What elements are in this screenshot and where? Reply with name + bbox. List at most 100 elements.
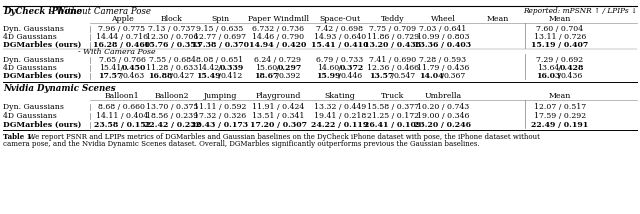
- Text: 12.30 / 0.706: 12.30 / 0.706: [146, 33, 198, 41]
- Text: /: /: [389, 72, 397, 80]
- Text: 7.65 / 0.766: 7.65 / 0.766: [99, 56, 145, 64]
- Text: 7.28 / 0.593: 7.28 / 0.593: [419, 56, 467, 64]
- Text: 0.428: 0.428: [559, 64, 584, 72]
- Text: 0.339: 0.339: [220, 64, 244, 72]
- Text: 0.463: 0.463: [122, 72, 145, 80]
- Text: /: /: [336, 64, 344, 72]
- Text: 0.372: 0.372: [340, 64, 364, 72]
- Text: /: /: [556, 64, 564, 72]
- Text: 15.41: 15.41: [99, 64, 122, 72]
- Text: 7.75 / 0.709: 7.75 / 0.709: [369, 25, 417, 33]
- Text: Dyn. Gaussians: Dyn. Gaussians: [3, 103, 64, 111]
- Text: Truck: Truck: [381, 92, 404, 100]
- Text: 8.08 / 0.651: 8.08 / 0.651: [196, 56, 244, 64]
- Text: 11.28 / 0.633: 11.28 / 0.633: [146, 64, 198, 72]
- Text: DGMarbles (ours): DGMarbles (ours): [3, 72, 81, 80]
- Text: 10.20 / 0.743: 10.20 / 0.743: [417, 103, 469, 111]
- Text: Playground: Playground: [255, 92, 301, 100]
- Text: 13.32 / 0.449: 13.32 / 0.449: [314, 103, 366, 111]
- Text: 0.367: 0.367: [444, 72, 466, 80]
- Text: 7.60 / 0.704: 7.60 / 0.704: [536, 25, 584, 33]
- Text: 13.64: 13.64: [537, 64, 559, 72]
- Text: 16.88: 16.88: [148, 72, 173, 80]
- Text: 15.60: 15.60: [255, 64, 278, 72]
- Text: 6.79 / 0.733: 6.79 / 0.733: [316, 56, 364, 64]
- Text: /: /: [556, 72, 564, 80]
- Text: Skating: Skating: [324, 92, 355, 100]
- Text: Reported: mPSNR ↑ / LPIPs ↓: Reported: mPSNR ↑ / LPIPs ↓: [523, 7, 637, 15]
- Text: 7.13 / 0.737: 7.13 / 0.737: [148, 25, 196, 33]
- Text: 14.44 / 0.716: 14.44 / 0.716: [96, 33, 148, 41]
- Text: Table 1.: Table 1.: [3, 133, 34, 141]
- Text: 19.41 / 0.218: 19.41 / 0.218: [314, 112, 366, 120]
- Text: 4D Gaussians: 4D Gaussians: [3, 64, 57, 72]
- Text: 17.32 / 0.326: 17.32 / 0.326: [194, 112, 246, 120]
- Text: Mean: Mean: [549, 15, 571, 23]
- Text: 14.94 / 0.420: 14.94 / 0.420: [250, 41, 307, 49]
- Text: Dyn. Gaussians: Dyn. Gaussians: [3, 56, 64, 64]
- Text: 15.99: 15.99: [316, 72, 340, 80]
- Text: /: /: [168, 72, 176, 80]
- Text: 11.79 / 0.436: 11.79 / 0.436: [417, 64, 469, 72]
- Text: Teddy: Teddy: [381, 15, 405, 23]
- Text: 4D Gaussians: 4D Gaussians: [3, 112, 57, 120]
- Text: 14.60: 14.60: [317, 64, 339, 72]
- Text: 15.76 / 0.353: 15.76 / 0.353: [143, 41, 200, 49]
- Text: 0.392: 0.392: [278, 72, 301, 80]
- Text: 9.15 / 0.635: 9.15 / 0.635: [196, 25, 244, 33]
- Text: 22.42 / 0.232: 22.42 / 0.232: [143, 121, 200, 129]
- Text: 12.07 / 0.517: 12.07 / 0.517: [534, 103, 586, 111]
- Text: 0.297: 0.297: [278, 64, 302, 72]
- Text: Dyn. Gaussians: Dyn. Gaussians: [3, 25, 64, 33]
- Text: 15.58 / 0.377: 15.58 / 0.377: [367, 103, 419, 111]
- Text: Umbrella: Umbrella: [424, 92, 461, 100]
- Text: /: /: [336, 72, 344, 80]
- Text: 16.03: 16.03: [536, 72, 561, 80]
- Text: 19.00 / 0.346: 19.00 / 0.346: [417, 112, 469, 120]
- Text: 13.57: 13.57: [369, 72, 394, 80]
- Text: /: /: [216, 64, 224, 72]
- Text: 17.38 / 0.370: 17.38 / 0.370: [191, 41, 248, 49]
- Text: 20.43 / 0.173: 20.43 / 0.173: [191, 121, 248, 129]
- Text: /: /: [118, 72, 126, 80]
- Text: 23.58 / 0.152: 23.58 / 0.152: [93, 121, 150, 129]
- Text: camera pose, and the Nvidia Dynamic Scenes dataset. Overall, DGMarbles significa: camera pose, and the Nvidia Dynamic Scen…: [3, 140, 479, 148]
- Text: 26.41 / 0.109: 26.41 / 0.109: [364, 121, 422, 129]
- Text: 17.20 / 0.307: 17.20 / 0.307: [250, 121, 307, 129]
- Text: 18.67: 18.67: [254, 72, 278, 80]
- Text: 21.25 / 0.172: 21.25 / 0.172: [367, 112, 419, 120]
- Text: 15.41 / 0.410: 15.41 / 0.410: [311, 41, 369, 49]
- Text: 7.41 / 0.690: 7.41 / 0.690: [369, 56, 417, 64]
- Text: 0.547: 0.547: [394, 72, 416, 80]
- Text: Apple: Apple: [111, 15, 133, 23]
- Text: Spin: Spin: [211, 15, 229, 23]
- Text: 10.99 / 0.803: 10.99 / 0.803: [417, 33, 469, 41]
- Text: Paper Windmill: Paper Windmill: [248, 15, 308, 23]
- Text: DGMarbles (ours): DGMarbles (ours): [3, 121, 81, 129]
- Text: DGMarbles (ours): DGMarbles (ours): [3, 41, 81, 49]
- Text: 11.11 / 0.592: 11.11 / 0.592: [194, 103, 246, 111]
- Text: 17.57: 17.57: [98, 72, 122, 80]
- Text: 0.436: 0.436: [561, 72, 583, 80]
- Text: Balloon2: Balloon2: [155, 92, 189, 100]
- Text: 0.450: 0.450: [122, 64, 146, 72]
- Text: Mean: Mean: [549, 92, 571, 100]
- Text: Block: Block: [161, 15, 183, 23]
- Text: DyCheck iPhone: DyCheck iPhone: [3, 6, 82, 15]
- Text: 14.04: 14.04: [419, 72, 444, 80]
- Text: 6.732 / 0.736: 6.732 / 0.736: [252, 25, 304, 33]
- Text: Mean: Mean: [487, 15, 509, 23]
- Text: 24.22 / 0.119: 24.22 / 0.119: [312, 121, 369, 129]
- Text: /: /: [118, 64, 126, 72]
- Text: 7.55 / 0.684: 7.55 / 0.684: [148, 56, 195, 64]
- Text: 16.28 / 0.460: 16.28 / 0.460: [93, 41, 150, 49]
- Text: 0.412: 0.412: [221, 72, 243, 80]
- Text: 0.446: 0.446: [340, 72, 363, 80]
- Text: 15.49: 15.49: [196, 72, 221, 80]
- Text: 14.11 / 0.404: 14.11 / 0.404: [96, 112, 148, 120]
- Text: 4D Gaussians: 4D Gaussians: [3, 33, 57, 41]
- Text: 17.59 / 0.292: 17.59 / 0.292: [534, 112, 586, 120]
- Text: 22.49 / 0.191: 22.49 / 0.191: [531, 121, 589, 129]
- Text: Wheel: Wheel: [431, 15, 456, 23]
- Text: 11.91 / 0.424: 11.91 / 0.424: [252, 103, 304, 111]
